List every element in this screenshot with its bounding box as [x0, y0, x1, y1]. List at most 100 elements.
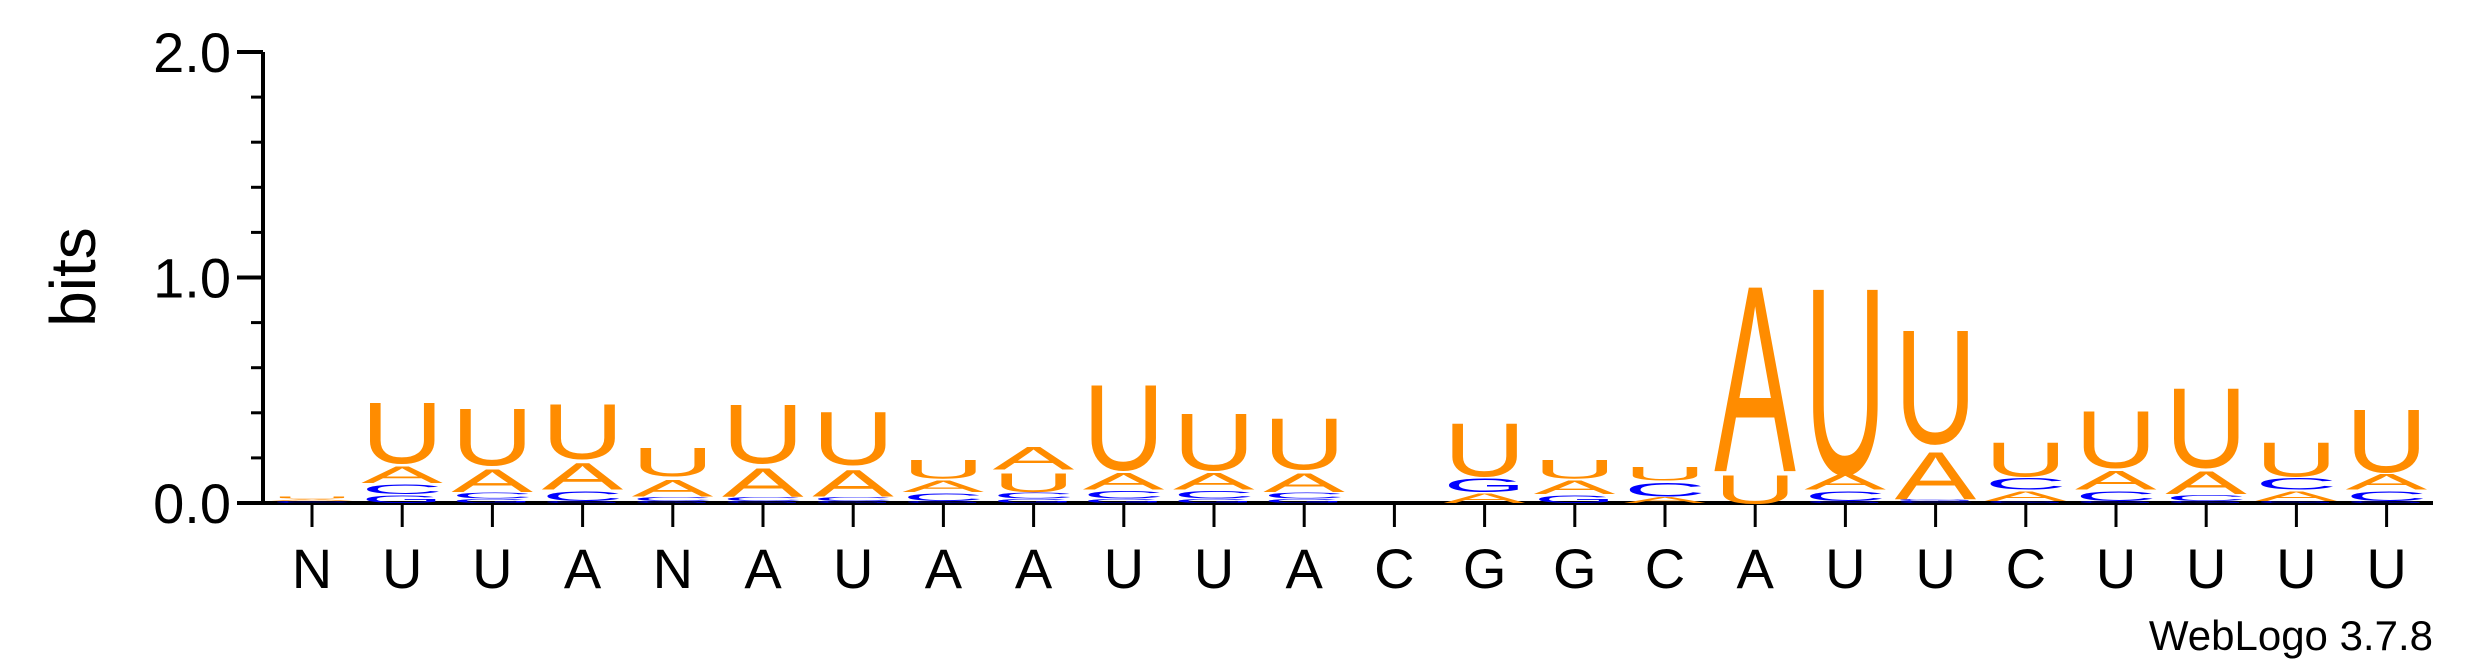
x-tick-label: U — [1194, 537, 1234, 600]
x-tick-label: G — [1463, 537, 1507, 600]
x-tick-label: U — [382, 537, 422, 600]
x-tick-label: U — [472, 537, 512, 600]
logo-letter-u: U — [361, 385, 443, 482]
y-tick-label: 2.0 — [153, 21, 231, 84]
logo-letter-stacks: CAU GCAUGCAUGCAUGCAUGCAUGCAUGCAUGCUAGCAUG… — [271, 229, 2428, 530]
logo-letter-a: A — [1534, 477, 1616, 498]
logo-letter-c: C — [1083, 489, 1165, 501]
logo-letter-c: C — [632, 496, 714, 502]
logo-letter-g: G — [2255, 501, 2337, 504]
logo-letter-a: A — [1083, 467, 1165, 494]
logo-letter-c: C — [993, 491, 1075, 500]
logo-letter-a: A — [2255, 489, 2337, 504]
weblogo-credit: WebLogo 3.7.8 — [2149, 612, 2433, 659]
logo-letter-u: U — [2075, 393, 2157, 485]
logo-letter-u: U — [2165, 365, 2247, 492]
logo-letter-g: G — [2165, 501, 2247, 504]
logo-letter-g: G — [1804, 501, 1886, 504]
logo-letter-a: A — [1714, 229, 1796, 527]
logo-letter-a: A — [1263, 467, 1345, 497]
y-tick-label: 1.0 — [153, 247, 231, 310]
logo-letter-u: U — [1173, 395, 1255, 487]
x-tick-label: U — [833, 537, 873, 600]
logo-letter-c: C — [1895, 501, 1977, 504]
logo-letter-c: C — [542, 489, 624, 504]
logo-letter-c: C — [361, 482, 443, 497]
logo-letter-g: G — [2346, 501, 2428, 504]
y-tick-label: 0.0 — [153, 472, 231, 535]
logo-letter-c: C — [1173, 489, 1255, 501]
logo-letter-g: G — [1895, 498, 1977, 501]
y-axis-ticks: 0.0 1.0 2.0 — [153, 21, 263, 535]
logo-letter-u: U — [1895, 296, 1977, 478]
x-tick-label: N — [653, 537, 693, 600]
logo-letter-u: U — [993, 468, 1075, 498]
logo-letter-g: G — [993, 498, 1075, 504]
logo-letter-a: A — [1985, 489, 2067, 504]
x-tick-label: U — [1825, 537, 1865, 600]
logo-letter-u: U — [1624, 464, 1706, 485]
logo-letter-u: U — [1714, 467, 1796, 512]
x-tick-label: A — [744, 537, 782, 600]
logo-letter-g: G — [1444, 475, 1526, 496]
logo-letter-g: G — [361, 493, 443, 505]
logo-letter-g: G — [542, 501, 624, 504]
logo-letter-g: G — [1534, 493, 1616, 505]
logo-letter-a: A — [2075, 465, 2157, 495]
logo-letter-g: G — [451, 498, 533, 504]
logo-letter-u: U — [812, 397, 894, 482]
logo-letter-c: C — [902, 491, 984, 503]
x-tick-label: A — [1286, 537, 1324, 600]
x-tick-label: A — [1015, 537, 1053, 600]
logo-letter-c: C — [1624, 479, 1706, 500]
x-tick-label: U — [2366, 537, 2406, 600]
x-tick-label: U — [2096, 537, 2136, 600]
logo-letter-g: G — [1173, 498, 1255, 504]
x-tick-label: G — [1553, 537, 1597, 600]
logo-letter-a: A — [451, 462, 533, 498]
logo-letter-c: C — [271, 501, 353, 504]
logo-letter-a: A — [902, 477, 985, 495]
logo-letter-u: U — [1083, 360, 1165, 497]
logo-letter-c: C — [812, 496, 894, 502]
logo-letter-a: A — [632, 474, 714, 501]
logo-letter-c: C — [2075, 489, 2157, 504]
logo-letter-u: U — [722, 387, 804, 481]
x-tick-label: A — [925, 537, 963, 600]
logo-letter-u: U — [451, 391, 533, 483]
logo-letter-c: C — [2346, 489, 2428, 504]
logo-letter-g: G — [902, 501, 984, 504]
logo-letter-a: A — [1624, 496, 1706, 505]
x-tick-label: A — [1737, 537, 1775, 600]
logo-letter-a: A — [2346, 470, 2428, 495]
logo-letter-u: U — [1534, 454, 1616, 484]
logo-letter-c: C — [2165, 494, 2247, 503]
logo-letter-u: U — [902, 454, 984, 484]
logo-letter-g: G — [1263, 498, 1345, 504]
logo-letter-g: G — [2075, 501, 2157, 504]
logo-letter-a: A — [542, 456, 624, 498]
logo-letter-u: U — [1444, 408, 1526, 493]
logo-letter-a: A — [1444, 491, 1526, 506]
logo-letter-g: G — [812, 501, 894, 504]
x-tick-label: N — [292, 537, 332, 600]
x-tick-label: U — [1104, 537, 1144, 600]
logo-letter-c: C — [1263, 491, 1345, 500]
logo-letter-a: A — [1804, 470, 1886, 495]
logo-letter-c: C — [451, 491, 533, 500]
logo-letter-a: A — [1895, 437, 1977, 513]
x-tick-label: U — [1915, 537, 1955, 600]
x-tick-label: C — [1374, 537, 1414, 600]
logo-letter-a: A — [271, 498, 353, 501]
x-tick-label: U — [2276, 537, 2316, 600]
logo-letter-u: U — [2255, 432, 2337, 487]
logo-letter-u: U — [271, 496, 353, 499]
x-tick-label: C — [1645, 537, 1685, 600]
logo-letter-g: G — [632, 501, 714, 504]
logo-letter-a: A — [722, 460, 804, 506]
logo-letter-u: U — [2346, 390, 2428, 491]
x-tick-label: A — [564, 537, 602, 600]
logo-letter-g: G — [722, 501, 804, 504]
